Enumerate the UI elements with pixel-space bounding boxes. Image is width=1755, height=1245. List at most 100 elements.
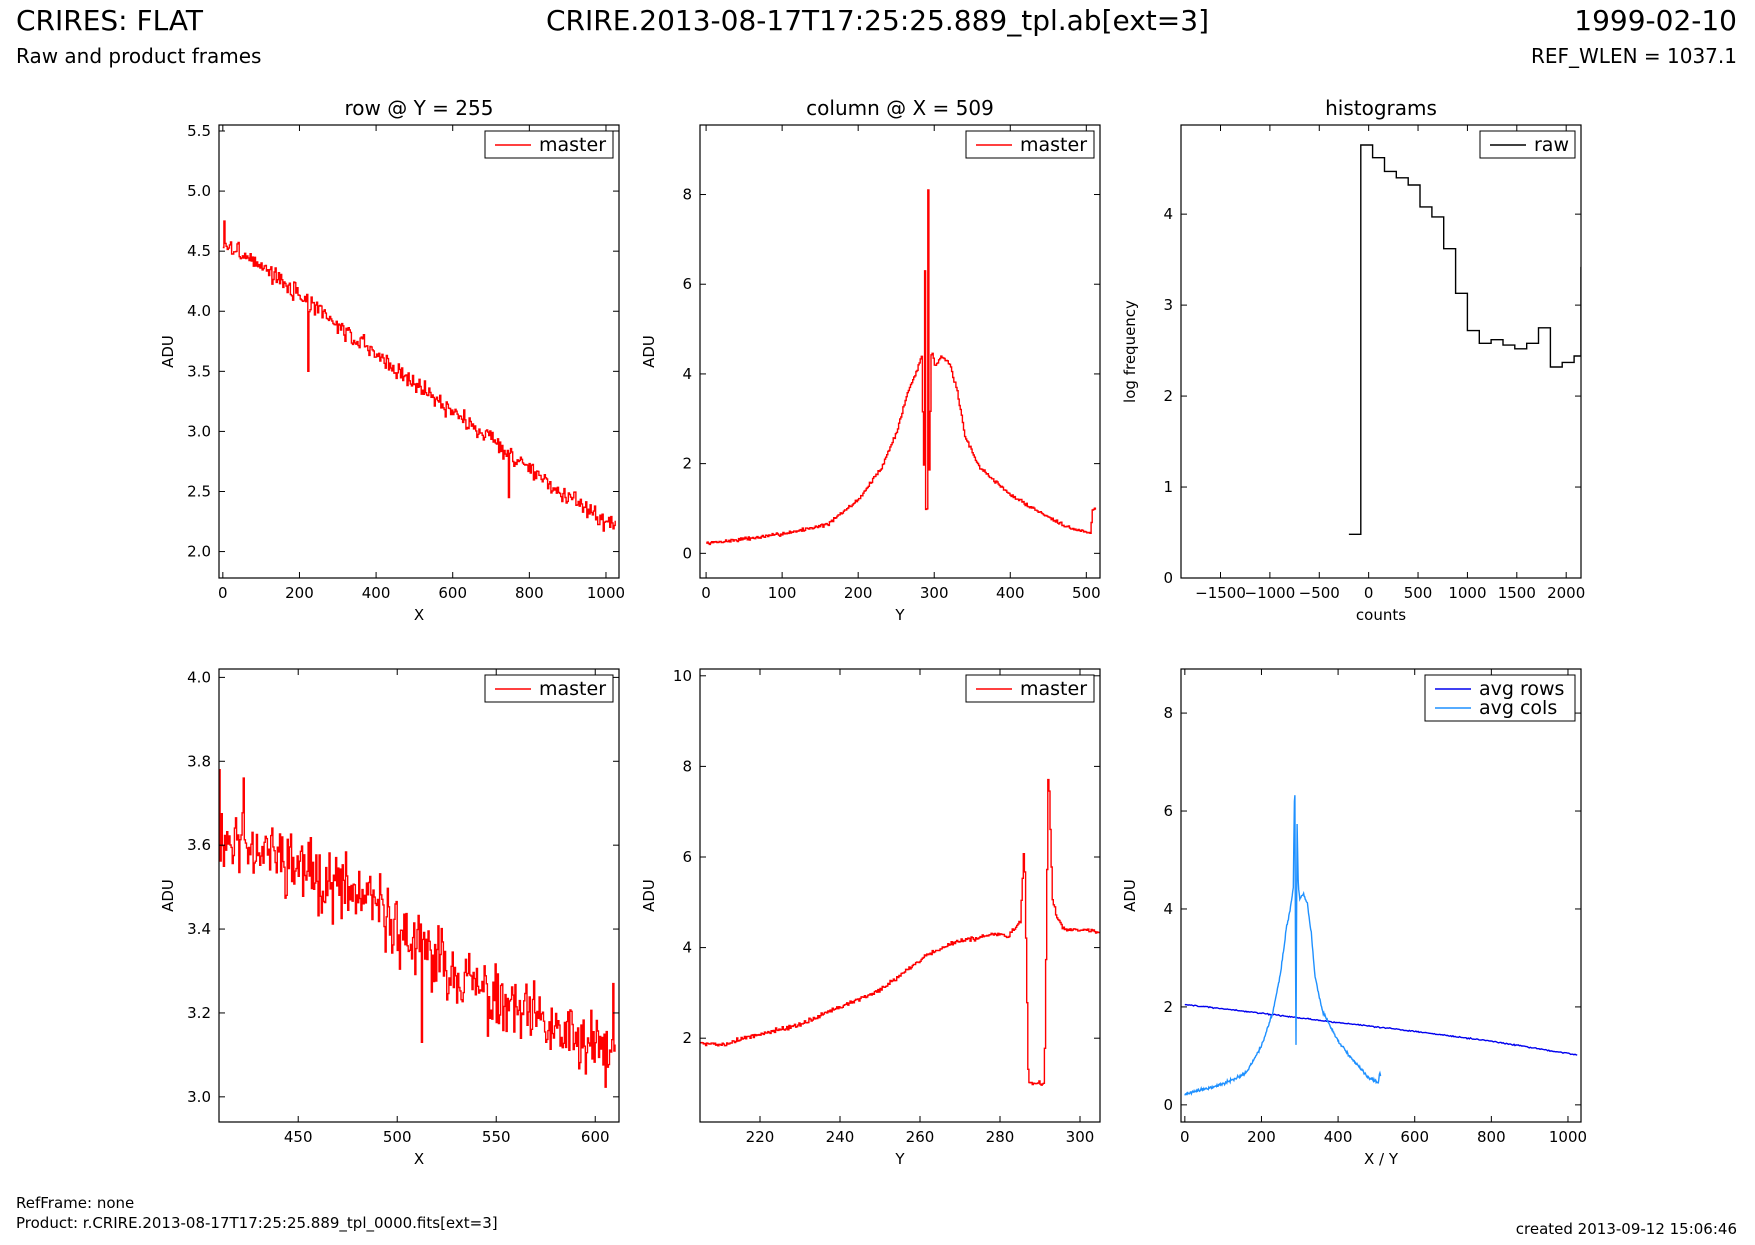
created-label: created 2013-09-12 15:06:46 <box>1515 1220 1737 1238</box>
panel-title: histograms <box>1325 96 1437 120</box>
x-axis-label: X / Y <box>1364 1150 1399 1168</box>
x-tick-label: 1500 <box>1498 584 1536 602</box>
y-axis-label: ADU <box>1121 879 1139 912</box>
y-tick-label: 8 <box>682 757 692 775</box>
legend-label: master <box>539 678 606 700</box>
y-tick-label: 3.5 <box>187 362 211 380</box>
y-tick-label: 6 <box>1163 802 1173 820</box>
plot-frame <box>1180 124 1582 579</box>
x-tick-label: 1000 <box>587 584 625 602</box>
x-tick-label: 800 <box>515 584 544 602</box>
date-label: 1999-02-10 <box>1574 4 1737 37</box>
y-tick-label: 4.5 <box>187 242 211 260</box>
plot-frame <box>218 668 620 1123</box>
x-axis-label: counts <box>1356 606 1406 624</box>
x-tick-label: 450 <box>284 1128 313 1146</box>
x-tick-label: 0 <box>218 584 228 602</box>
chart-panel-4: 450 500 550 600 3.0 3.2 3.4 3.6 3.8 4.0 X ADU master <box>159 668 620 1168</box>
series-line-avg-rows <box>1184 1003 1578 1056</box>
y-tick-label: 3.0 <box>187 1088 211 1106</box>
y-tick-label: 4 <box>1163 205 1173 223</box>
y-tick-label: 4 <box>682 365 692 383</box>
y-tick-label: 4 <box>682 939 692 957</box>
legend-label: master <box>539 134 606 156</box>
y-tick-label: 2 <box>1163 387 1173 405</box>
legend: master <box>484 130 614 159</box>
x-tick-label: 260 <box>906 1128 935 1146</box>
ref-wlen-label: REF_WLEN = 1037.1 <box>1530 44 1737 68</box>
x-tick-label: 1000 <box>1549 1128 1587 1146</box>
report-subtitle: Raw and product frames <box>16 44 262 68</box>
x-tick-label: 0 <box>1364 584 1374 602</box>
x-tick-label: 280 <box>986 1128 1015 1146</box>
x-tick-label: 300 <box>920 584 949 602</box>
y-tick-label: 3.8 <box>187 752 211 770</box>
chart-panel-2: 0 100 200 300 400 500 0 2 4 6 8 column @ X = 509 Y AD… <box>640 96 1101 624</box>
series-line-raw <box>1348 144 1581 535</box>
plot-frame <box>1180 668 1582 1123</box>
chart-panel-3: −1500−1000 −500 0 500 1000 1500 2000 0 1 2 3 4 histo… <box>1121 96 1585 624</box>
file-title: CRIRE.2013-08-17T17:25:25.889_tpl.ab[ext… <box>545 4 1209 37</box>
y-tick-label: 1 <box>1163 478 1173 496</box>
y-tick-label: 2 <box>682 1029 692 1047</box>
x-tick-label: 400 <box>1324 1128 1353 1146</box>
x-axis-label: X <box>414 606 424 624</box>
y-tick-label: 5.5 <box>187 122 211 140</box>
x-tick-label: 600 <box>1400 1128 1429 1146</box>
x-tick-label: 600 <box>581 1128 610 1146</box>
x-tick-label: 400 <box>996 584 1025 602</box>
y-tick-label: 2.5 <box>187 482 211 500</box>
y-tick-label: 3.4 <box>187 920 211 938</box>
legend-label: avg rows <box>1479 678 1564 700</box>
x-axis-label: Y <box>894 606 905 624</box>
x-tick-label: 500 <box>1404 584 1433 602</box>
x-tick-label: 0 <box>701 584 711 602</box>
legend: master <box>965 130 1095 159</box>
legend-box <box>1424 674 1576 722</box>
legend-label: avg cols <box>1479 697 1557 719</box>
legend: master <box>965 674 1095 703</box>
legend-label: master <box>1020 678 1087 700</box>
y-tick-label: 4.0 <box>187 668 211 686</box>
y-tick-label: 2.0 <box>187 543 211 561</box>
x-tick-label: 400 <box>362 584 391 602</box>
y-tick-label: 3.6 <box>187 836 211 854</box>
x-tick-label: 800 <box>1477 1128 1506 1146</box>
y-tick-label: 4.0 <box>187 302 211 320</box>
y-axis-label: log frequency <box>1121 300 1139 403</box>
y-tick-label: 6 <box>682 848 692 866</box>
product-label: Product: r.CRIRE.2013-08-17T17:25:25.889… <box>16 1214 498 1232</box>
y-tick-label: 2 <box>1163 998 1173 1016</box>
x-tick-label: 550 <box>482 1128 511 1146</box>
chart-panel-5: 220 240 260 280 300 2 4 6 8 10 Y ADU master <box>640 667 1101 1168</box>
x-tick-label: 600 <box>438 584 467 602</box>
series-line-master <box>700 778 1100 1086</box>
y-tick-label: 0 <box>1163 1096 1173 1114</box>
legend: raw <box>1479 130 1576 159</box>
series-line-master <box>219 769 616 1088</box>
x-tick-label: 200 <box>844 584 873 602</box>
y-tick-label: 4 <box>1163 900 1173 918</box>
y-tick-label: 0 <box>682 544 692 562</box>
y-axis-label: ADU <box>640 335 658 368</box>
series-line-master <box>222 220 616 532</box>
x-tick-label: 200 <box>1247 1128 1276 1146</box>
report-title: CRIRES: FLAT <box>16 4 203 37</box>
x-tick-label: −500 <box>1299 584 1340 602</box>
y-tick-label: 3 <box>1163 296 1173 314</box>
y-tick-label: 8 <box>682 186 692 204</box>
x-tick-label: −1500 <box>1195 584 1246 602</box>
y-tick-label: 3.0 <box>187 422 211 440</box>
x-tick-label: 240 <box>826 1128 855 1146</box>
chart-panel-6: 0 200 400 600 800 1000 0 2 4 6 8 X / Y ADU avg rowsav… <box>1121 668 1587 1168</box>
x-axis-label: X <box>414 1150 424 1168</box>
y-tick-label: 8 <box>1163 704 1173 722</box>
y-axis-label: ADU <box>159 335 177 368</box>
panel-title: column @ X = 509 <box>806 96 994 120</box>
plot-frame <box>218 124 620 579</box>
x-axis-label: Y <box>894 1150 905 1168</box>
chart-panel-1: 0 200 400 600 800 1000 2.0 2.5 3.0 3.5 4.0 4.5 5.0 5.… <box>159 96 625 624</box>
x-tick-label: −1000 <box>1245 584 1296 602</box>
